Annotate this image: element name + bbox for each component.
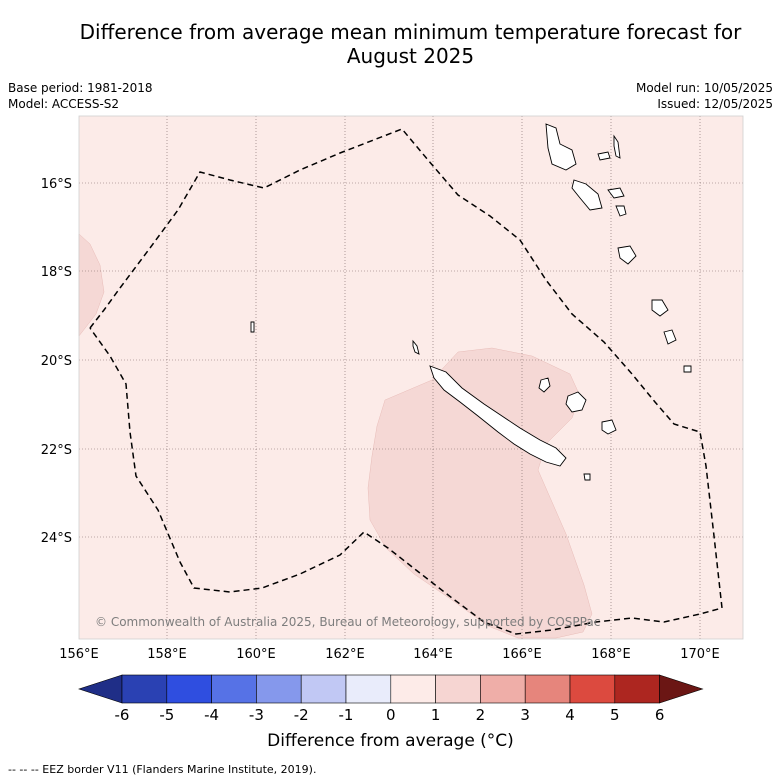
x-tick-3: 162°E <box>325 647 365 662</box>
x-tick-1: 158°E <box>147 647 187 662</box>
vanuatu-efate <box>617 245 637 265</box>
colorbar-extend-low <box>78 674 123 704</box>
colorbar-segment <box>480 674 526 704</box>
colorbar-segment <box>345 674 392 704</box>
new-caledonia-island <box>429 365 567 467</box>
vanuatu-pentecost <box>613 134 621 159</box>
y-axis-labels: 16°S 18°S 20°S 22°S 24°S <box>41 177 72 546</box>
colorbar-label: Difference from average (°C) <box>267 731 514 751</box>
x-tick-5: 166°E <box>502 647 542 662</box>
belep-islets <box>412 339 420 355</box>
colorbar-segment <box>435 674 481 704</box>
colorbar-segment <box>569 674 616 704</box>
colorbar-tick-label: 5 <box>610 706 620 724</box>
coastlines <box>250 123 692 481</box>
x-axis-labels: 156°E 158°E 160°E 162°E 164°E 166°E 168°… <box>59 647 720 662</box>
gridlines <box>79 116 743 639</box>
y-tick-1: 18°S <box>41 265 72 280</box>
colorbar-segment <box>256 674 302 704</box>
model-name: Model: ACCESS-S2 <box>8 97 120 111</box>
colorbar-segment <box>121 674 168 704</box>
colorbar-segment <box>211 674 257 704</box>
colorbar-tick-label: -6 <box>115 706 130 724</box>
y-tick-3: 22°S <box>41 443 72 458</box>
y-tick-2: 20°S <box>41 354 72 369</box>
colorbar-tick-label: -3 <box>249 706 264 724</box>
colorbar-tick-label: 6 <box>655 706 665 724</box>
colorbar-segment <box>390 674 436 704</box>
title-line-2: August 2025 <box>346 44 475 68</box>
y-tick-4: 24°S <box>41 531 72 546</box>
colorbar-extend-high <box>659 674 704 704</box>
x-tick-2: 160°E <box>236 647 276 662</box>
colorbar-tick-label: 3 <box>520 706 530 724</box>
base-period: Base period: 1981-2018 <box>8 81 153 95</box>
colorbar-segment <box>166 674 212 704</box>
title-line-1: Difference from average mean minimum tem… <box>79 20 742 44</box>
colorbar-tick-label: -5 <box>159 706 174 724</box>
colorbar: -6 -5 -4 -3 -2 -1 0 1 2 3 4 5 6 <box>78 674 704 724</box>
walpole-island <box>583 473 591 481</box>
colorbar-tick-label: -4 <box>204 706 219 724</box>
colorbar-tick-label: 1 <box>431 706 441 724</box>
colorbar-segment <box>300 674 347 704</box>
x-tick-4: 164°E <box>413 647 453 662</box>
vanuatu-erromango <box>651 299 669 317</box>
x-tick-0: 156°E <box>59 647 99 662</box>
x-tick-6: 168°E <box>591 647 631 662</box>
eez-border <box>89 128 723 635</box>
colorbar-tick-label: 4 <box>565 706 575 724</box>
vanuatu-aneityum <box>683 365 692 373</box>
colorbar-segment <box>614 674 660 704</box>
loyalty-island-ouvea <box>538 377 551 393</box>
vanuatu-maewo <box>597 151 611 161</box>
vanuatu-malakula <box>571 179 603 211</box>
loyalty-island-mare <box>601 419 617 435</box>
eez-legend-note: -- -- -- EEZ border V11 (Flanders Marine… <box>8 763 317 776</box>
colorbar-segment <box>524 674 571 704</box>
anomaly-region-new-caledonia <box>367 347 593 639</box>
vanuatu-ambrym <box>607 187 625 199</box>
colorbar-tick-label: 2 <box>476 706 486 724</box>
colorbar-tick-label: 0 <box>386 706 396 724</box>
issued-date: Issued: 12/05/2025 <box>657 97 773 111</box>
vanuatu-epi <box>615 205 627 217</box>
x-tick-7: 170°E <box>680 647 720 662</box>
copyright-text: © Commonwealth of Australia 2025, Bureau… <box>95 615 600 629</box>
y-tick-0: 16°S <box>41 177 72 192</box>
loyalty-island-lifou <box>565 391 587 413</box>
map-frame <box>78 115 744 640</box>
model-run: Model run: 10/05/2025 <box>635 81 773 95</box>
vanuatu-espiritu-santo <box>545 123 577 171</box>
colorbar-tick-label: -1 <box>339 706 354 724</box>
meta-right: Model run: 10/05/2025 Issued: 12/05/2025 <box>636 80 773 112</box>
vanuatu-tanna <box>663 329 677 345</box>
colorbar-tick-label: -2 <box>294 706 309 724</box>
meta-left: Base period: 1981-2018 Model: ACCESS-S2 <box>8 80 153 112</box>
map-title: Difference from average mean minimum tem… <box>40 20 781 68</box>
chesterfield-islet <box>250 321 255 333</box>
